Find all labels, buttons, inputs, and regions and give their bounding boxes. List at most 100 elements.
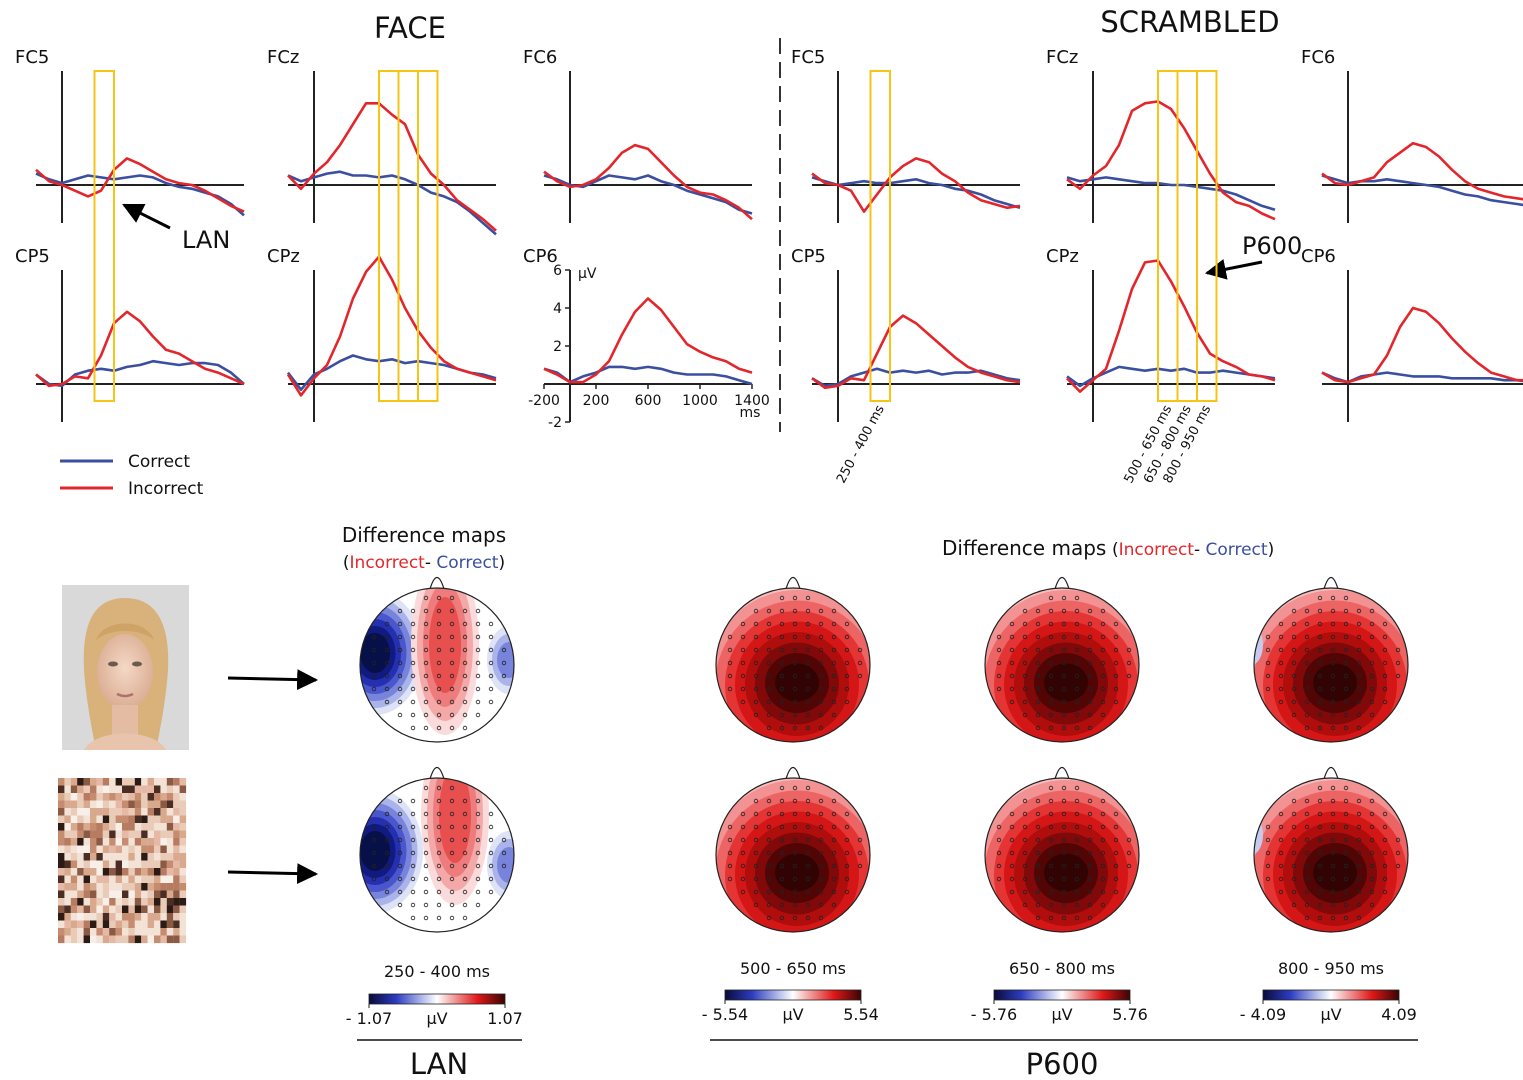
mosaic-cell bbox=[128, 808, 135, 816]
mosaic-cell bbox=[147, 928, 155, 936]
mosaic-cell bbox=[90, 830, 97, 839]
electrode bbox=[1074, 699, 1080, 705]
mosaic-cell bbox=[115, 845, 123, 854]
electrode bbox=[1304, 621, 1310, 627]
electrode bbox=[1317, 673, 1323, 679]
mosaic-cell bbox=[166, 838, 174, 846]
electrode bbox=[1074, 785, 1080, 791]
electrode bbox=[1278, 660, 1284, 666]
electrode bbox=[384, 837, 390, 843]
electrode bbox=[1343, 785, 1349, 791]
electrode bbox=[462, 673, 468, 679]
mosaic-cell bbox=[160, 800, 167, 809]
electrode bbox=[1356, 725, 1362, 731]
mosaic-cell bbox=[147, 785, 155, 794]
electrode bbox=[779, 889, 785, 895]
electrode bbox=[779, 824, 785, 830]
mosaic-cell bbox=[64, 868, 71, 876]
electrode bbox=[410, 824, 416, 830]
mosaic-cell bbox=[128, 860, 135, 869]
topomap-field bbox=[360, 588, 514, 742]
electrode bbox=[1048, 850, 1054, 856]
contour bbox=[497, 642, 514, 678]
electrode bbox=[1035, 699, 1041, 705]
electrode bbox=[1035, 712, 1041, 718]
subtitle-part: Incorrect bbox=[1119, 540, 1195, 560]
electrode bbox=[1304, 837, 1310, 843]
electrode bbox=[818, 811, 824, 817]
electrode bbox=[488, 876, 494, 882]
electrode bbox=[831, 621, 837, 627]
electrode bbox=[1074, 608, 1080, 614]
electrode bbox=[488, 660, 494, 666]
electrode bbox=[1074, 798, 1080, 804]
map-title: Difference maps bbox=[342, 523, 506, 547]
electrode bbox=[857, 673, 863, 679]
electrode bbox=[818, 837, 824, 843]
electrode bbox=[1291, 673, 1297, 679]
mosaic-cell bbox=[166, 883, 174, 891]
electrode bbox=[1330, 660, 1336, 666]
electrode bbox=[436, 673, 442, 679]
electrode bbox=[1317, 621, 1323, 627]
mosaic-cell bbox=[141, 860, 148, 869]
electrode bbox=[1356, 798, 1362, 804]
electrode bbox=[1048, 608, 1054, 614]
electrode bbox=[436, 811, 442, 817]
electrode bbox=[462, 850, 468, 856]
head-outline bbox=[715, 777, 871, 933]
electrode bbox=[766, 889, 772, 895]
panel-title: CPz bbox=[267, 246, 300, 267]
electrode bbox=[1265, 686, 1271, 692]
mosaic-cell bbox=[179, 860, 187, 869]
electrode bbox=[1100, 876, 1106, 882]
electrode bbox=[753, 699, 759, 705]
electrode bbox=[1022, 647, 1028, 653]
mosaic-cell bbox=[58, 935, 65, 944]
electrode bbox=[1100, 621, 1106, 627]
electrode bbox=[1343, 699, 1349, 705]
mosaic-cell bbox=[173, 928, 180, 936]
colorbar bbox=[993, 989, 1131, 1001]
electrode bbox=[449, 863, 455, 869]
mosaic-cell bbox=[109, 935, 116, 944]
electrode bbox=[475, 647, 481, 653]
mosaic-cell bbox=[109, 853, 116, 861]
colorbar-unit: µV bbox=[1051, 1005, 1072, 1024]
electrode bbox=[410, 850, 416, 856]
electrode bbox=[410, 811, 416, 817]
colorbar bbox=[724, 989, 862, 1001]
electrode bbox=[1304, 798, 1310, 804]
time-window bbox=[417, 70, 439, 402]
electrode bbox=[1048, 634, 1054, 640]
electrode bbox=[1126, 837, 1132, 843]
electrode bbox=[1356, 699, 1362, 705]
electrode bbox=[371, 673, 377, 679]
electrode bbox=[1369, 837, 1375, 843]
electrode bbox=[1265, 837, 1271, 843]
mosaic-cell bbox=[102, 883, 110, 891]
mosaic-cell bbox=[115, 853, 123, 861]
subtitle-part: Correct bbox=[436, 553, 498, 573]
mosaic-cell bbox=[154, 823, 161, 831]
head-outline bbox=[359, 587, 515, 743]
electrode bbox=[1035, 798, 1041, 804]
mosaic-cell bbox=[141, 785, 148, 794]
mosaic-cell bbox=[166, 928, 174, 936]
electrode bbox=[831, 712, 837, 718]
electrode bbox=[449, 634, 455, 640]
electrode bbox=[1330, 889, 1336, 895]
mosaic-cell bbox=[96, 785, 103, 794]
mosaic-cell bbox=[58, 875, 65, 884]
electrode bbox=[831, 876, 837, 882]
electrode bbox=[1382, 660, 1388, 666]
electrode bbox=[436, 595, 442, 601]
electrode bbox=[831, 902, 837, 908]
annotation-arrow bbox=[1204, 258, 1263, 280]
electrode bbox=[1061, 725, 1067, 731]
electrode bbox=[1074, 889, 1080, 895]
mosaic-cell bbox=[83, 808, 91, 816]
electrode bbox=[779, 915, 785, 921]
electrode bbox=[1061, 889, 1067, 895]
mosaic-cell bbox=[64, 883, 71, 891]
